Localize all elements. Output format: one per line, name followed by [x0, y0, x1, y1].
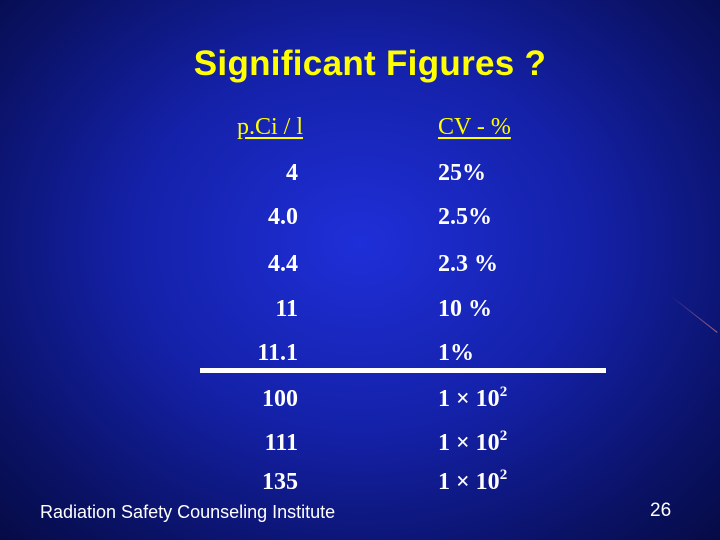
- footer-organization: Radiation Safety Counseling Institute: [40, 502, 336, 522]
- table-divider: [200, 368, 606, 373]
- slide-title: Significant Figures ?: [193, 44, 547, 83]
- decorative-line: [669, 295, 718, 333]
- table-cell-cv: 10 %: [438, 296, 492, 322]
- cv-mantissa: 1 × 10: [438, 430, 500, 456]
- table-cell-concentration: 100: [262, 386, 298, 412]
- table-cell-cv: 1 × 102: [438, 467, 507, 497]
- cv-mantissa: 1 × 10: [438, 386, 500, 412]
- table-cell-concentration: 4.4: [268, 251, 298, 277]
- table-cell-cv: 1 × 102: [438, 384, 507, 414]
- column-header-cv: CV - %: [438, 114, 511, 140]
- cv-exponent: 2: [499, 428, 508, 444]
- table-cell-concentration: 135: [262, 469, 298, 495]
- table-cell-cv: 2.3 %: [438, 251, 498, 277]
- table-cell-concentration: 11.1: [257, 340, 298, 366]
- table-cell-cv: 2.5%: [438, 204, 492, 230]
- table-cell-cv: 25%: [438, 160, 486, 186]
- table-cell-concentration: 11: [275, 296, 298, 322]
- page-number: 26: [650, 500, 672, 521]
- column-header-concentration: p.Ci / l: [236, 114, 303, 140]
- cv-exponent: 2: [499, 384, 508, 400]
- table-cell-concentration: 111: [264, 430, 298, 456]
- cv-exponent: 2: [499, 467, 508, 483]
- table-cell-cv: 1%: [438, 340, 474, 366]
- cv-mantissa: 1 × 10: [438, 469, 500, 495]
- table-cell-cv: 1 × 102: [438, 428, 507, 458]
- table-cell-concentration: 4.0: [268, 204, 298, 230]
- table-cell-concentration: 4: [286, 160, 298, 186]
